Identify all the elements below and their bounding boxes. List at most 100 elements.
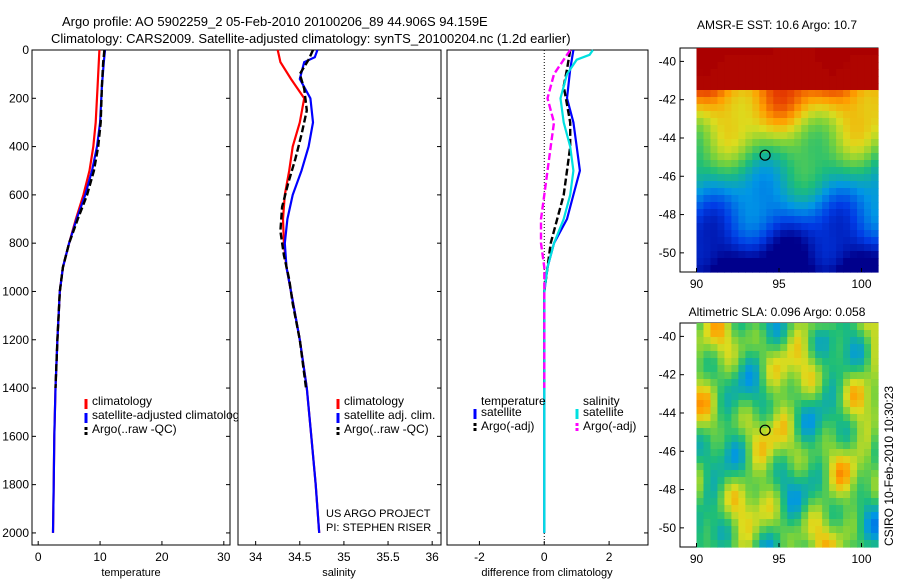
heatmap-cell	[850, 146, 858, 154]
heatmap-cell	[752, 540, 760, 548]
heatmap-cell	[836, 153, 844, 161]
heatmap-cell	[801, 512, 809, 520]
heatmap-cell	[843, 237, 851, 245]
heatmap-cell	[780, 237, 788, 245]
heatmap-cell	[815, 223, 823, 231]
heatmap-cell	[822, 386, 830, 394]
heatmap-cell	[822, 505, 830, 513]
heatmap-cell	[731, 526, 739, 534]
heatmap-cell	[780, 90, 788, 98]
heatmap-cell	[731, 351, 739, 359]
heatmap-cell	[871, 139, 879, 147]
heatmap-cell	[710, 132, 719, 140]
heatmap-cell	[780, 484, 788, 492]
heatmap-cell	[864, 505, 872, 513]
heatmap-cell	[738, 209, 746, 217]
heatmap-cell	[780, 449, 788, 457]
heatmap-cell	[864, 400, 872, 408]
heatmap-cell	[738, 258, 746, 266]
heatmap-cell	[850, 265, 858, 273]
heatmap-cell	[836, 323, 844, 331]
heatmap-cell	[724, 526, 732, 534]
heatmap-cell	[836, 195, 844, 203]
heatmap-cell	[822, 104, 830, 112]
heatmap-cell	[745, 223, 753, 231]
heatmap-cell	[773, 104, 781, 112]
heatmap-cell	[703, 118, 712, 126]
heatmap-cell	[766, 463, 774, 471]
heatmap-cell	[780, 512, 788, 520]
heatmap-cell	[857, 365, 865, 373]
heatmap-cell	[787, 442, 795, 450]
side-timestamp: CSIRO 10-Feb-2010 10:30:23	[882, 386, 896, 546]
heatmap-cell	[801, 195, 809, 203]
heatmap-cell	[731, 330, 739, 338]
heatmap-cell	[815, 498, 823, 506]
heatmap-cell	[759, 498, 767, 506]
heatmap-cell	[773, 498, 781, 506]
heatmap-cell	[710, 76, 719, 84]
heatmap-cell	[822, 132, 830, 140]
heatmap-cell	[731, 265, 739, 273]
heatmap-cell	[703, 449, 712, 457]
heatmap-cell	[766, 526, 774, 534]
heatmap-cell	[745, 181, 753, 189]
heatmap-cell	[808, 181, 816, 189]
heatmap-cell	[759, 195, 767, 203]
heatmap-cell	[717, 456, 726, 464]
heatmap-cell	[815, 174, 823, 182]
heatmap-cell	[759, 505, 767, 513]
heatmap-cell	[738, 330, 746, 338]
heatmap-cell	[815, 76, 823, 84]
heatmap-cell	[703, 498, 712, 506]
heatmap-cell	[703, 146, 712, 154]
heatmap-cell	[717, 223, 726, 231]
heatmap-cell	[710, 167, 719, 175]
heatmap-cell	[703, 491, 712, 499]
heatmap-cell	[745, 393, 753, 401]
heatmap-cell	[717, 393, 726, 401]
heatmap-cell	[864, 512, 872, 520]
temperature-legend: climatology satellite-adjusted climatolo…	[84, 394, 239, 437]
heatmap-cell	[752, 244, 760, 252]
heatmap-cell	[703, 174, 712, 182]
heatmap-cell	[724, 132, 732, 140]
heatmap-cell	[780, 435, 788, 443]
heatmap-cell	[738, 195, 746, 203]
heatmap-cell	[752, 216, 760, 224]
heatmap-cell	[759, 202, 767, 210]
heatmap-cell	[850, 104, 858, 112]
heatmap-cell	[780, 428, 788, 436]
heatmap-cell	[703, 393, 712, 401]
heatmap-cell	[815, 344, 823, 352]
legend-temp-satellite: satellite	[481, 405, 522, 419]
heatmap-cell	[731, 48, 739, 56]
heatmap-cell	[815, 132, 823, 140]
heatmap-cell	[850, 132, 858, 140]
heatmap-cell	[787, 449, 795, 457]
heatmap-cell	[731, 456, 739, 464]
heatmap-cell	[815, 97, 823, 105]
heatmap-cell	[808, 97, 816, 105]
heatmap-cell	[703, 344, 712, 352]
heatmap-cell	[703, 69, 712, 77]
heatmap-cell	[843, 491, 851, 499]
heatmap-cell	[717, 435, 726, 443]
heatmap-cell	[857, 351, 865, 359]
heatmap-cell	[843, 323, 851, 331]
heatmap-cell	[696, 230, 705, 238]
heatmap-cell	[710, 491, 719, 499]
heatmap-cell	[829, 456, 837, 464]
heatmap-cell	[850, 181, 858, 189]
heatmap-cell	[801, 407, 809, 415]
heatmap-cell	[752, 428, 760, 436]
heatmap-cell	[864, 393, 872, 401]
heatmap-cell	[766, 48, 774, 56]
heatmap-cell	[836, 400, 844, 408]
heatmap-cell	[752, 449, 760, 457]
heatmap-cell	[724, 104, 732, 112]
heatmap-cell	[864, 132, 872, 140]
heatmap-cell	[759, 428, 767, 436]
heatmap-cell	[731, 463, 739, 471]
x-tick-label: 20	[155, 550, 169, 564]
